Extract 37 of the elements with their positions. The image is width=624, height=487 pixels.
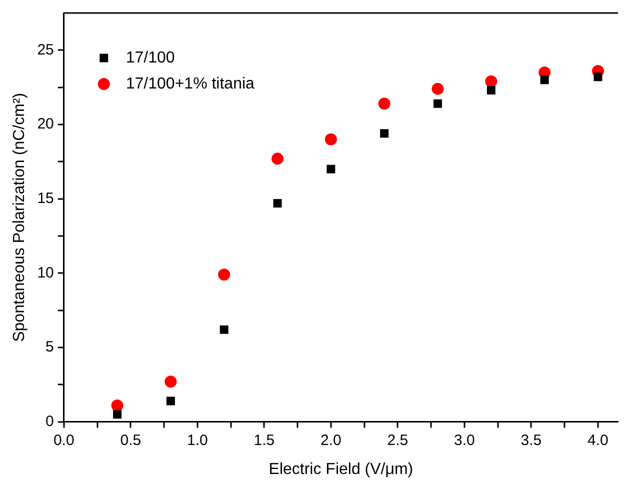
y-tick-label: 25 bbox=[37, 41, 54, 58]
x-tick-label: 1.0 bbox=[186, 432, 208, 449]
point bbox=[273, 199, 282, 208]
x-tick-label: 4.0 bbox=[588, 432, 608, 449]
point bbox=[272, 152, 284, 165]
y-tick-label: 10 bbox=[37, 264, 54, 282]
x-tick-label: 1.5 bbox=[254, 432, 275, 449]
point bbox=[113, 410, 122, 419]
x-axis-title: Electric Field (V/μm) bbox=[268, 460, 414, 478]
x-tick-label: 0.5 bbox=[120, 432, 142, 449]
y-tick-label: 0 bbox=[46, 412, 54, 430]
point bbox=[485, 75, 498, 88]
legend-label: 17/100 bbox=[126, 49, 175, 66]
x-tick-label: 3.5 bbox=[520, 432, 542, 449]
point bbox=[326, 164, 336, 174]
y-tick-label: 15 bbox=[37, 190, 54, 207]
point bbox=[378, 98, 390, 110]
point bbox=[594, 72, 602, 82]
point bbox=[540, 76, 549, 84]
point bbox=[486, 86, 496, 95]
x-tick-label: 3.0 bbox=[454, 432, 475, 449]
point bbox=[220, 325, 228, 334]
point bbox=[324, 133, 337, 146]
point bbox=[164, 376, 177, 388]
x-tick-label: 2.0 bbox=[320, 432, 342, 449]
x-tick-label: 2.5 bbox=[387, 432, 408, 449]
point bbox=[111, 399, 124, 412]
point bbox=[166, 396, 175, 406]
point bbox=[218, 268, 230, 281]
point bbox=[434, 99, 442, 108]
y-tick-label: 5 bbox=[46, 338, 54, 356]
y-tick-label: 20 bbox=[37, 116, 54, 133]
legend-label: 17/100+1% titania bbox=[126, 75, 255, 92]
y-axis-title: Spontaneous Polarization (nC/cm²) bbox=[11, 92, 28, 342]
x-tick-label: 0.0 bbox=[53, 432, 74, 449]
point bbox=[432, 82, 444, 95]
point bbox=[380, 129, 389, 138]
